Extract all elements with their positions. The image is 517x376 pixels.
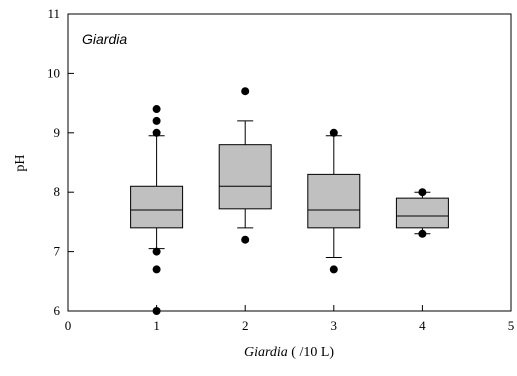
box-group-1 (130, 105, 184, 315)
outlier-point (241, 87, 250, 96)
box-iqr (130, 185, 184, 229)
outlier-point (241, 235, 250, 244)
y-tick-label: 11 (47, 6, 60, 21)
box-iqr (395, 197, 449, 229)
x-axis-ticks: 0 1 2 3 4 5 (65, 305, 515, 333)
box-iqr (307, 173, 361, 229)
boxes-group (130, 87, 449, 315)
x-tick-label: 1 (153, 318, 160, 333)
box-group-3 (307, 128, 361, 274)
y-tick-label: 9 (54, 125, 61, 140)
outlier-point (152, 128, 161, 137)
y-axis-label: pH (13, 154, 28, 171)
y-tick-label: 8 (54, 184, 61, 199)
y-tick-label: 7 (54, 244, 61, 259)
panel-title: Giardia (82, 31, 127, 47)
outlier-point (329, 265, 338, 274)
y-axis-ticks: 6 7 8 9 10 11 (47, 6, 74, 318)
outlier-point (418, 188, 427, 197)
x-tick-label: 2 (242, 318, 249, 333)
box-iqr (218, 144, 272, 210)
x-axis-label-regular: ( /10 L) (288, 345, 335, 360)
y-tick-label: 10 (47, 65, 60, 80)
outlier-point (152, 105, 161, 114)
y-tick-label: 6 (54, 303, 61, 318)
x-tick-label: 0 (65, 318, 72, 333)
x-tick-label: 5 (508, 318, 515, 333)
outlier-point (418, 229, 427, 238)
x-axis-label-italic: Giardia (244, 345, 288, 360)
x-tick-label: 3 (331, 318, 338, 333)
outlier-point (152, 116, 161, 125)
outlier-point (152, 247, 161, 256)
box-group-2 (218, 87, 272, 244)
x-tick-label: 4 (419, 318, 426, 333)
plot-frame (67, 13, 512, 312)
box-group-4 (395, 188, 449, 238)
x-axis-label: Giardia ( /10 L) (244, 345, 334, 360)
outlier-point (329, 128, 338, 137)
outlier-point (152, 307, 161, 315)
outlier-point (152, 265, 161, 274)
